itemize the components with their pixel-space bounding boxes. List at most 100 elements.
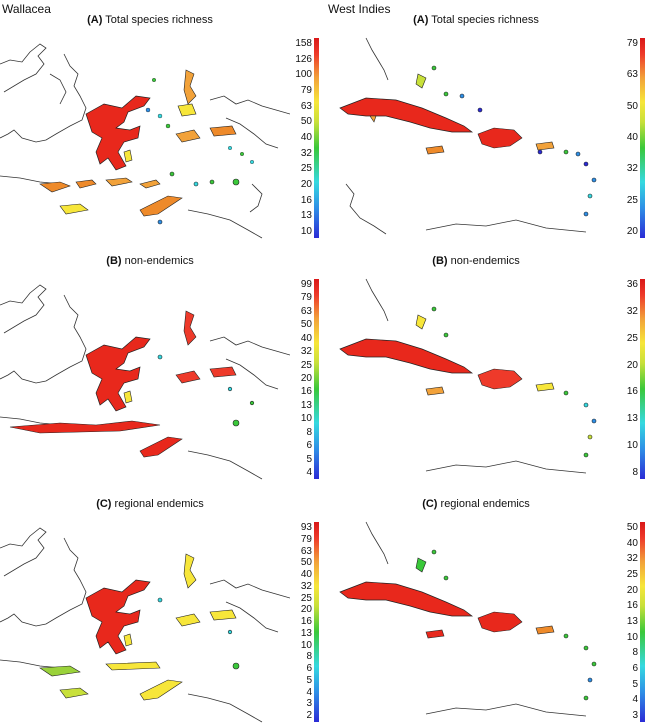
region-title-west-indies: West Indies (328, 2, 391, 16)
wallacea-panel-b: (B) non-endemics 99 79 63 50 40 32 25 20 16 13 10 8… (0, 241, 326, 480)
west-indies-map (339, 521, 597, 717)
scale-tick-label: 6 (306, 663, 312, 674)
scale-tick-label: 16 (300, 386, 312, 398)
scale-tick-label: 10 (300, 413, 312, 425)
scale-tick-label: 25 (300, 163, 312, 175)
color-scale: 36 32 25 20 16 13 10 8 (616, 279, 648, 479)
panel-title: (A) Total species richness (87, 14, 213, 26)
sulawesi-island (85, 95, 151, 171)
color-bar (314, 522, 319, 722)
coastline-outlines (0, 43, 290, 239)
scale-tick-label: 25 (300, 592, 312, 604)
wallacea-panel-a: (A) Total species richness (0, 0, 326, 239)
scale-tick-label: 8 (632, 467, 638, 478)
color-scale: 79 63 50 40 32 25 20 (616, 38, 648, 238)
west-indies-panel-a: (A) Total species richness (326, 0, 652, 238)
scale-tick-label: 4 (306, 467, 312, 478)
scale-tick-label: 16 (626, 386, 638, 398)
scale-tick-label: 5 (306, 674, 312, 686)
sulawesi-island (85, 336, 151, 412)
scale-tick-label: 50 (300, 116, 312, 128)
scale-tick-label: 40 (626, 132, 638, 143)
cuba-island (339, 581, 474, 617)
west-indies-map (339, 37, 597, 235)
scale-tick-label: 50 (300, 557, 312, 569)
panel-title: (C) regional endemics (422, 498, 530, 510)
panel-title: (B) non-endemics (432, 255, 520, 267)
wallacea-panel-c: (C) regional endemics 93 79 63 50 40 32 25 (0, 484, 326, 723)
scale-tick-label: 5 (306, 453, 312, 465)
scale-tick-label: 63 (626, 69, 638, 81)
scale-tick-label: 20 (626, 226, 638, 237)
color-scale: 99 79 63 50 40 32 25 20 16 13 10 8 6 5 4 (290, 279, 322, 479)
scale-tick-label: 50 (626, 522, 638, 533)
scale-tick-label: 10 (626, 631, 638, 643)
scale-tick-label: 20 (626, 359, 638, 371)
scale-tick-label: 20 (300, 179, 312, 190)
scale-tick-label: 40 (300, 332, 312, 344)
scale-tick-label: 100 (295, 69, 312, 81)
scale-tick-label: 8 (306, 426, 312, 438)
color-bar (640, 38, 645, 238)
scale-tick-label: 126 (295, 53, 312, 65)
scale-tick-label: 79 (300, 292, 312, 304)
panel-title: (A) Total species richness (413, 14, 539, 26)
scale-tick-label: 32 (300, 147, 312, 159)
scale-tick-label: 2 (306, 710, 312, 721)
color-bar (314, 279, 319, 479)
west-indies-panel-c: (C) regional endemics 50 40 32 25 20 16 13 10 8 6… (326, 484, 652, 722)
scale-tick-label: 8 (632, 647, 638, 659)
scale-tick-label: 25 (626, 569, 638, 580)
scale-tick-label: 20 (626, 584, 638, 596)
scale-tick-label: 79 (626, 38, 638, 49)
scale-tick-label: 50 (300, 319, 312, 331)
scale-tick-label: 40 (300, 569, 312, 580)
scale-tick-label: 63 (300, 100, 312, 112)
color-scale: 50 40 32 25 20 16 13 10 8 6 5 4 3 (616, 522, 648, 722)
scale-tick-label: 40 (300, 132, 312, 143)
scale-tick-label: 40 (626, 537, 638, 549)
scale-tick-label: 13 (300, 210, 312, 222)
scale-tick-label: 16 (300, 194, 312, 206)
scale-tick-label: 63 (300, 545, 312, 557)
scale-tick-label: 13 (626, 616, 638, 627)
scale-tick-label: 32 (626, 163, 638, 175)
scale-tick-label: 13 (300, 627, 312, 639)
scale-tick-label: 3 (306, 698, 312, 710)
region-title-wallacea: Wallacea (2, 2, 51, 16)
scale-tick-label: 25 (300, 359, 312, 371)
scale-tick-label: 25 (626, 332, 638, 344)
scale-tick-label: 99 (300, 279, 312, 290)
scale-tick-label: 10 (300, 226, 312, 237)
scale-tick-label: 10 (300, 639, 312, 651)
small-islands (145, 78, 254, 164)
scale-tick-label: 79 (300, 533, 312, 545)
wallacea-map (0, 284, 290, 480)
color-scale: 158 126 100 79 63 50 40 32 25 20 16 13 10 (290, 38, 322, 238)
scale-tick-label: 20 (300, 373, 312, 384)
cuba-island (339, 97, 474, 133)
scale-tick-label: 13 (626, 413, 638, 425)
scale-tick-label: 4 (306, 686, 312, 698)
scale-tick-label: 8 (306, 651, 312, 663)
scale-tick-label: 32 (300, 346, 312, 358)
west-indies-map (339, 278, 597, 474)
scale-tick-label: 16 (300, 616, 312, 627)
color-bar (640, 279, 645, 479)
scale-tick-label: 32 (626, 553, 638, 565)
color-bar (314, 38, 319, 238)
scale-tick-label: 79 (300, 85, 312, 96)
scale-tick-label: 16 (626, 600, 638, 612)
sulawesi-island (85, 579, 151, 655)
scale-tick-label: 32 (300, 580, 312, 592)
wallacea-map (0, 43, 290, 239)
scale-tick-label: 10 (626, 440, 638, 452)
color-bar (640, 522, 645, 722)
scale-tick-label: 20 (300, 604, 312, 616)
scale-tick-label: 158 (295, 38, 312, 49)
wallacea-map (0, 527, 290, 723)
scale-tick-label: 6 (632, 663, 638, 674)
west-indies-panel-b: (B) non-endemics 36 32 25 20 16 13 10 8 (326, 241, 652, 479)
scale-tick-label: 3 (632, 710, 638, 721)
cuba-island (339, 338, 474, 374)
